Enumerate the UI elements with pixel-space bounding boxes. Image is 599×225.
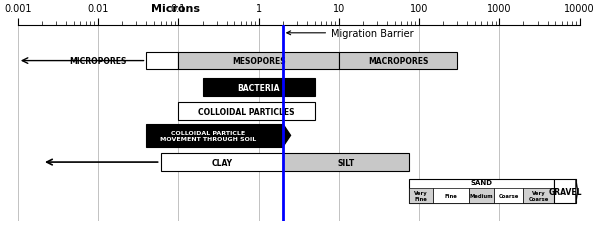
Text: Medium: Medium [470, 193, 494, 198]
Text: MESOPORES: MESOPORES [232, 57, 285, 66]
Bar [179, 103, 314, 121]
Bar [146, 52, 179, 70]
Bar [146, 124, 283, 147]
Bar [179, 52, 339, 70]
Polygon shape [576, 179, 577, 203]
Text: Microns: Microns [151, 4, 199, 14]
Bar [494, 188, 524, 203]
Bar [283, 153, 409, 171]
Text: CLAY: CLAY [211, 158, 232, 167]
Text: COLLOIDAL PARTICLE
MOVEMENT THROUGH SOIL: COLLOIDAL PARTICLE MOVEMENT THROUGH SOIL [159, 130, 256, 141]
Text: Very
Fine: Very Fine [415, 190, 428, 201]
Text: BACTERIA: BACTERIA [237, 83, 280, 92]
Bar [524, 188, 553, 203]
Text: SAND: SAND [470, 179, 492, 185]
Text: GRAVEL: GRAVEL [549, 187, 582, 196]
Bar [553, 179, 576, 203]
Bar [339, 52, 458, 70]
Bar [433, 188, 470, 203]
Bar [161, 153, 283, 171]
Bar [409, 179, 553, 203]
Polygon shape [283, 124, 291, 147]
Text: COLLOIDAL PARTICLES: COLLOIDAL PARTICLES [198, 107, 295, 116]
Text: MICROPORES: MICROPORES [69, 57, 127, 66]
Text: Fine: Fine [445, 193, 458, 198]
Text: Coarse: Coarse [498, 193, 519, 198]
Bar [202, 79, 314, 97]
Text: Very
Coarse: Very Coarse [528, 190, 549, 201]
Text: MACROPORES: MACROPORES [368, 57, 428, 66]
Bar [470, 188, 494, 203]
Bar [409, 188, 433, 203]
Text: Migration Barrier: Migration Barrier [287, 29, 414, 39]
Text: SILT: SILT [337, 158, 355, 167]
